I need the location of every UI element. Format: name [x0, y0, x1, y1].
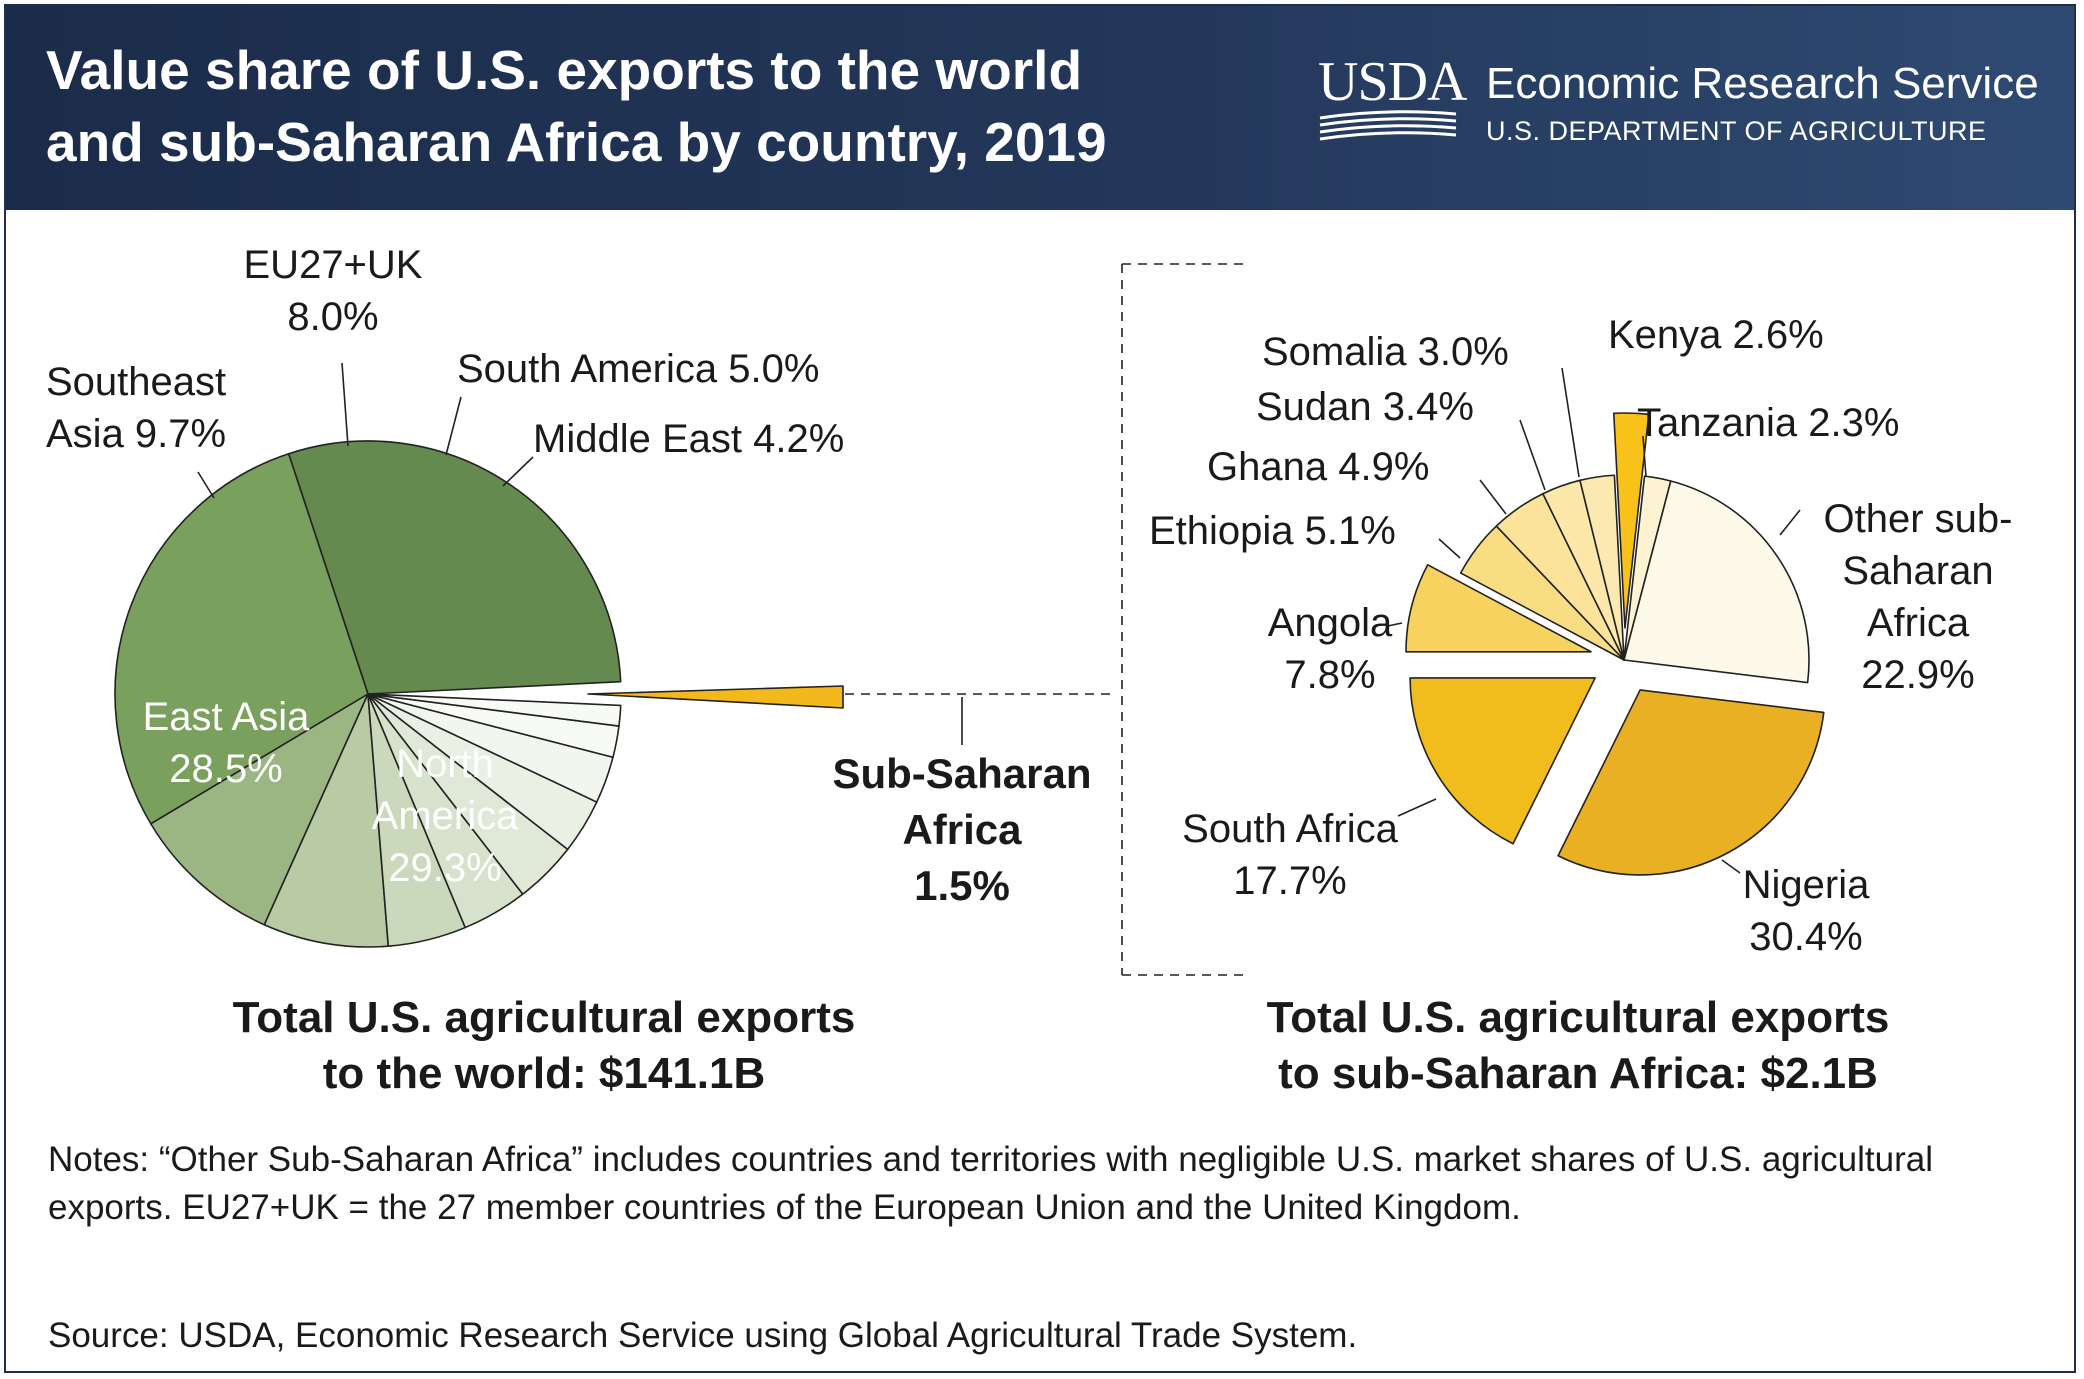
africa-slice-other-ssa — [1623, 480, 1810, 684]
world-leader-eu27-uk — [341, 362, 349, 447]
world-leader-south-america — [445, 396, 462, 456]
world-leader-southeast-asia — [197, 471, 215, 499]
africa-slice-kenya — [1612, 412, 1650, 629]
title-line-2: and sub-Saharan Africa by country, 2019 — [46, 111, 1107, 173]
page-title: Value share of U.S. exports to the world… — [46, 34, 1226, 178]
usda-field-lines-icon — [1319, 110, 1457, 141]
world-slice-eu27-uk — [263, 693, 390, 948]
africa-label-sudan: Sudan 3.4% — [1256, 385, 1474, 429]
world-slice-sub-saharan-africa — [587, 685, 844, 709]
africa-label-kenya: Kenya 2.6% — [1608, 313, 1824, 357]
world-label-east-asia: East Asia 28.5% — [143, 695, 311, 791]
world-label-sub-saharan-africa: Sub-Saharan Africa 1.5% — [832, 750, 1091, 909]
africa-leader-other-ssa — [1779, 509, 1801, 536]
africa-total-label: Total U.S. agricultural exports to sub-Sa… — [1267, 993, 1890, 1098]
world-slice-southeast-asia — [150, 693, 369, 926]
africa-label-angola: Angola 7.8% — [1268, 601, 1393, 697]
world-label-middle-east: Middle East 4.2% — [533, 417, 844, 461]
world-leader-middle-east — [502, 456, 534, 487]
title-line-1: Value share of U.S. exports to the world — [46, 39, 1083, 101]
africa-leader-tanzania — [1642, 435, 1647, 478]
africa-label-tanzania: Tanzania 2.3% — [1637, 401, 1899, 445]
chart-frame — [4, 4, 2076, 1373]
agency-name: Economic Research Service — [1486, 59, 2039, 108]
africa-label-nigeria: Nigeria 30.4% — [1743, 863, 1870, 959]
africa-slice-somalia — [1579, 474, 1625, 661]
notes-text: Notes: “Other Sub-Saharan Africa” includ… — [48, 1140, 1934, 1227]
africa-label-other-ssa: Other sub-Saharan Africa 22.9% — [1824, 497, 2013, 697]
africa-leader-nigeria — [1721, 859, 1741, 874]
africa-label-ethiopia: Ethiopia 5.1% — [1149, 509, 1396, 553]
africa-leader-ethiopia — [1438, 538, 1461, 559]
header-banner — [4, 4, 2076, 210]
department-name: U.S. DEPARTMENT OF AGRICULTURE — [1486, 116, 1987, 146]
world-label-north-america: North America 29.3% — [372, 742, 519, 890]
world-label-eu27-uk: EU27+UK 8.0% — [244, 243, 423, 339]
world-label-south-america: South America 5.0% — [457, 347, 819, 391]
africa-label-ghana: Ghana 4.9% — [1207, 445, 1429, 489]
africa-leader-sudan — [1519, 419, 1546, 491]
africa-label-south-africa: South Africa 17.7% — [1182, 807, 1398, 903]
africa-leader-ghana — [1479, 479, 1507, 515]
africa-leader-angola — [1387, 622, 1403, 627]
africa-leader-somalia — [1561, 367, 1580, 478]
source-text: Source: USDA, Economic Research Service … — [48, 1316, 1358, 1355]
world-label-southeast-asia: Southeast Asia 9.7% — [46, 360, 226, 456]
africa-slice-south-africa — [1409, 677, 1596, 845]
africa-label-somalia: Somalia 3.0% — [1262, 330, 1509, 374]
world-slice-unlabeled-5 — [367, 693, 622, 727]
africa-leader-south-africa — [1397, 798, 1437, 817]
africa-slice-angola — [1405, 564, 1592, 653]
usda-wordmark: USDA — [1318, 51, 1467, 113]
world-total-label: Total U.S. agricultural exports to the wo… — [233, 993, 856, 1098]
africa-slice-nigeria — [1557, 689, 1825, 876]
